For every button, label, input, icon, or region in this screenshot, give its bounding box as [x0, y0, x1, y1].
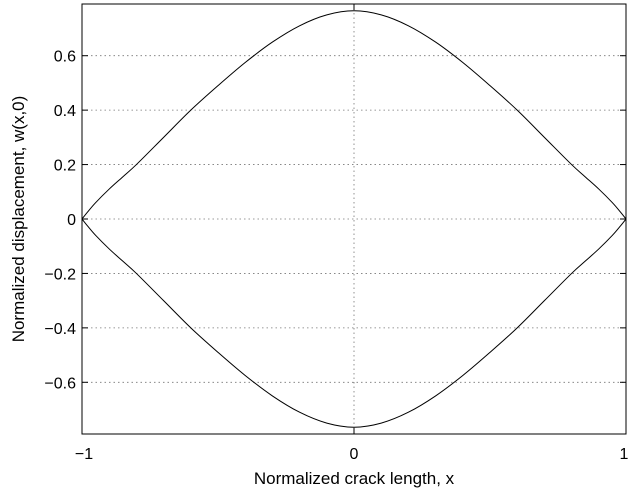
y-tick-label: 0.4 [54, 103, 76, 120]
x-tick-label: −1 [75, 446, 93, 463]
x-tick-labels: −1 0 1 [75, 446, 628, 463]
y-axis-label: Normalized displacement, w(x,0) [9, 96, 28, 343]
y-tick-label: −0.2 [44, 266, 76, 283]
x-tick-label: 1 [620, 446, 628, 463]
x-tick-label: 0 [350, 446, 359, 463]
y-tick-label: −0.6 [44, 375, 76, 392]
ticks [81, 4, 627, 434]
lower-crack-profile-line [81, 218, 627, 428]
x-axis-label: Normalized crack length, x [254, 469, 455, 488]
y-tick-label: −0.4 [44, 321, 76, 338]
y-tick-label: 0.6 [54, 49, 76, 66]
grid [82, 4, 626, 434]
y-tick-label: 0 [67, 212, 76, 229]
y-tick-label: 0.2 [54, 158, 76, 175]
series-group [81, 10, 627, 428]
upper-crack-profile-line [81, 10, 627, 220]
y-tick-labels: 0.6 0.4 0.2 0 −0.2 −0.4 −0.6 [44, 49, 76, 393]
